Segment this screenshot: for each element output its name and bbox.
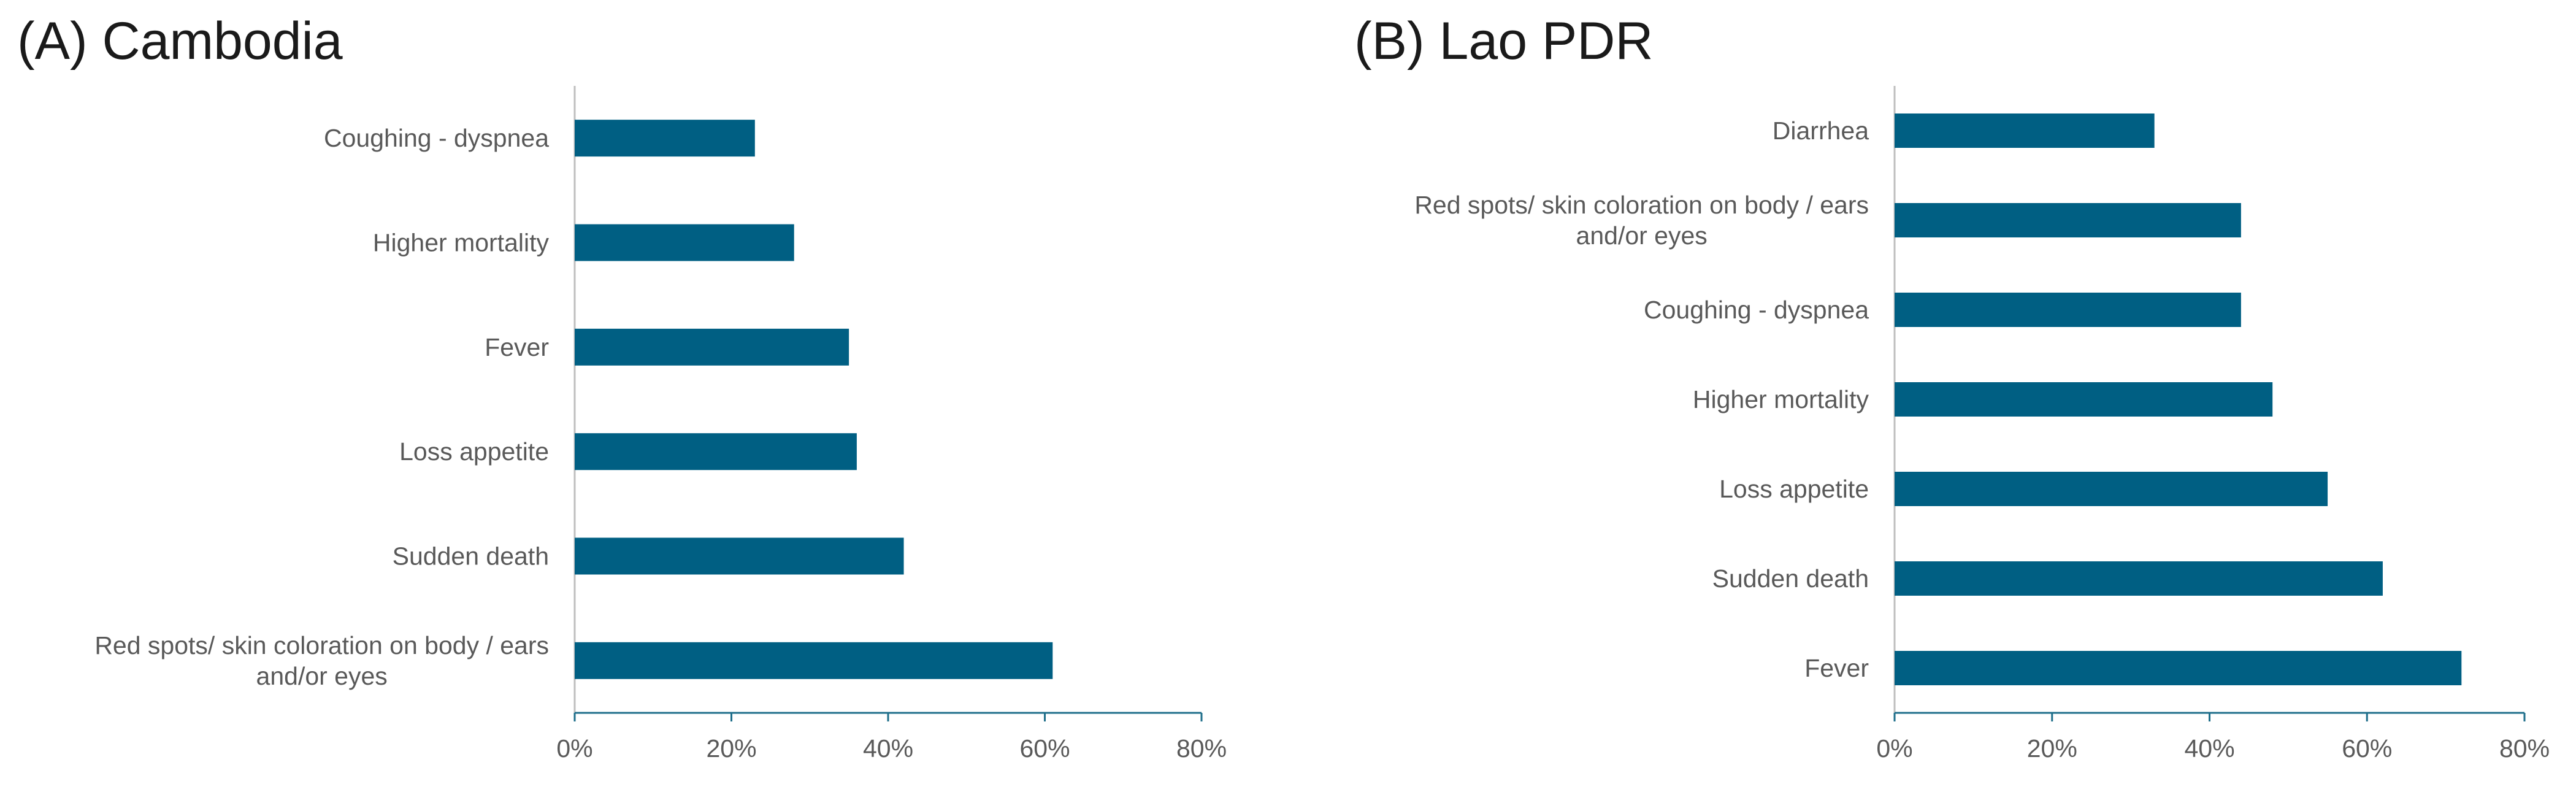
chart-b-category-label: Coughing - dyspnea [1644,296,1869,324]
chart-a-bar [575,328,849,366]
chart-b-bar [1895,651,2462,685]
chart-a-category-label: Fever [485,333,549,361]
chart-a-tick-label: 60% [1019,734,1070,763]
chart-b-tick-label: 20% [2027,734,2077,763]
chart-b-tick-label: 80% [2499,734,2550,763]
chart-b-tick-label: 40% [2184,734,2234,763]
chart-a-category-label: Sudden death [393,542,549,571]
chart-b-category-label: Sudden death [1712,564,1869,593]
chart-a-tick-label: 40% [863,734,913,763]
chart-b-tick-label: 0% [1876,734,1912,763]
chart-b-bar [1895,382,2273,417]
chart-a-bar [575,537,904,575]
chart-a-tick-label: 80% [1176,734,1227,763]
chart-b-bar [1895,113,2155,148]
chart-a-category-label-line: and/or eyes [256,662,388,690]
chart-b-bar [1895,561,2383,596]
chart-b-bar [1895,472,2328,506]
chart-a-category-label: Higher mortality [373,229,550,257]
chart-a-category-label: Loss appetite [399,437,549,466]
chart-a-category-label: Coughing - dyspnea [324,124,549,152]
chart-a-category-label-line: Red spots/ skin coloration on body / ear… [94,631,549,659]
chart-b-category-label: Red spots/ skin coloration on body / ear… [1414,191,1869,250]
chart-a-bar [575,642,1053,679]
chart-b-category-label-line: Red spots/ skin coloration on body / ear… [1414,191,1869,219]
chart-a-title: (A) Cambodia [17,12,343,71]
chart-b-title: (B) Lao PDR [1354,12,1654,71]
chart-b-bar [1895,293,2241,327]
chart-b-category-label: Diarrhea [1773,117,1869,145]
chart-a-bar [575,120,755,157]
chart-a-category-label: Red spots/ skin coloration on body / ear… [94,631,549,690]
chart-b-category-label: Higher mortality [1693,385,1869,413]
chart-a-bar [575,224,794,261]
chart-a-tick-label: 0% [556,734,592,763]
chart-b-category-label: Fever [1804,654,1869,682]
chart-b-bar [1895,203,2241,237]
chart-b-category-label: Loss appetite [1719,475,1869,503]
chart-b-tick-label: 60% [2342,734,2392,763]
chart-a-bar [575,433,857,471]
chart-a-tick-label: 20% [706,734,756,763]
chart-b-category-label-line: and/or eyes [1576,221,1708,250]
